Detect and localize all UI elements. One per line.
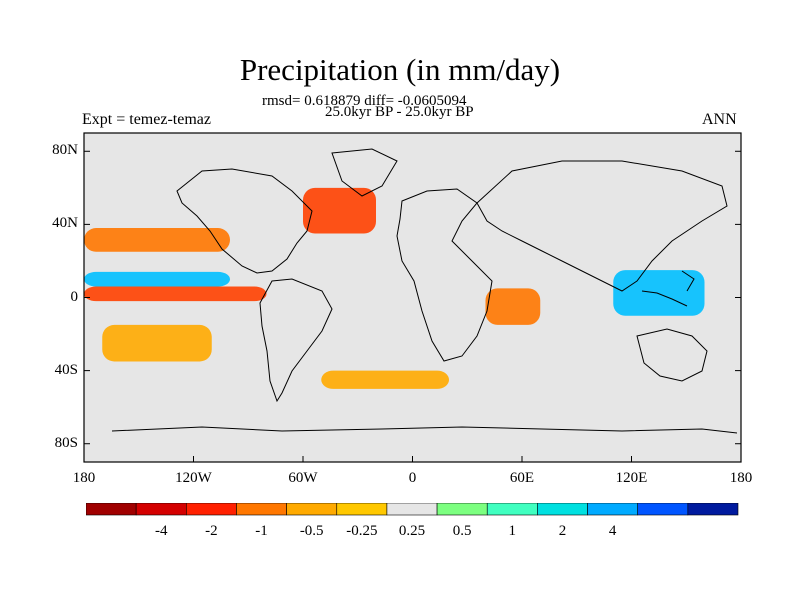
- colorbar-swatch: [687, 503, 739, 516]
- lon-tick-label: 60W: [288, 470, 318, 486]
- colorbar: -4 -2 -1 -0.5 -0.25 0.25 0.5 1 2 4: [86, 503, 739, 539]
- colorbar-swatch: [637, 503, 689, 516]
- colorbar-swatch: [436, 503, 488, 516]
- anomaly-north-pacific-dry-band: [84, 228, 230, 252]
- season-label: ANN: [702, 111, 737, 128]
- anomaly-north-atlantic-dry: [303, 187, 376, 234]
- subtitle: 25.0kyr BP - 25.0kyr BP: [325, 104, 474, 120]
- precipitation-map: [83, 132, 742, 463]
- lon-tick-label: 120W: [175, 470, 212, 486]
- lon-tick-label: 120E: [615, 470, 648, 486]
- colorbar-label: -4: [155, 523, 168, 539]
- lat-tick-label: 0: [70, 288, 79, 305]
- colorbar-label: 0.25: [399, 523, 425, 539]
- colorbar-label: 1: [509, 523, 517, 539]
- colorbar-swatch: [186, 503, 237, 516]
- lat-tick-label: 80S: [54, 434, 78, 451]
- colorbar-swatch: [587, 503, 638, 516]
- colorbar-swatch: [135, 503, 187, 516]
- anomaly-equatorial-pacific-dry: [84, 286, 267, 302]
- colorbar-swatch: [486, 503, 538, 516]
- anomaly-southern-ocean-dry: [321, 370, 449, 389]
- colorbar-label: 2: [559, 523, 567, 539]
- colorbar-swatch: [537, 503, 588, 516]
- lat-tick-label: 40N: [52, 215, 78, 232]
- anomaly-south-pacific-dry: [102, 324, 212, 362]
- colorbar-swatch: [286, 503, 338, 516]
- anomaly-north-pacific-wet-band: [84, 271, 230, 287]
- colorbar-labels: -4 -2 -1 -0.5 -0.25 0.25 0.5 1 2 4: [155, 523, 617, 539]
- plot-title: Precipitation (in mm/day): [239, 52, 561, 87]
- experiment-label: Expt = temez-temaz: [82, 111, 211, 128]
- lon-tick-label: 0: [408, 470, 417, 486]
- colorbar-label: -1: [255, 523, 267, 539]
- coastlines: [111, 148, 738, 434]
- lat-tick-label: 40S: [54, 361, 78, 378]
- colorbar-swatches: [86, 503, 739, 516]
- lat-tick-label: 80N: [52, 142, 78, 159]
- colorbar-label: -2: [205, 523, 218, 539]
- colorbar-label: 0.5: [453, 523, 472, 539]
- anomaly-indian-ocean-dry: [485, 288, 541, 325]
- colorbar-swatch: [236, 503, 287, 516]
- lon-tick-label: 60E: [509, 470, 535, 486]
- colorbar-swatch: [386, 503, 438, 516]
- colorbar-label: -0.25: [346, 523, 377, 539]
- stats-line: rmsd= 0.618879 diff= -0.0605094: [262, 93, 467, 109]
- colorbar-swatch: [336, 503, 388, 516]
- colorbar-swatch: [86, 503, 137, 516]
- latitude-axis: [84, 150, 741, 445]
- lon-tick-label: 180: [72, 470, 96, 486]
- colorbar-label: -0.5: [300, 523, 324, 539]
- colorbar-label: 4: [609, 523, 617, 539]
- longitude-axis: [83, 456, 742, 462]
- lon-tick-label: 180: [729, 470, 753, 486]
